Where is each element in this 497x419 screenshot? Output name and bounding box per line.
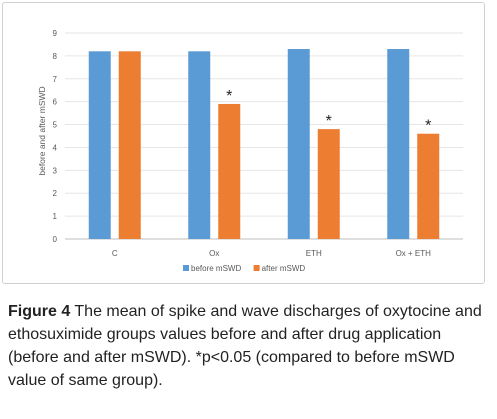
y-tick-label: 4 (53, 143, 58, 152)
legend-label: after mSWD (262, 264, 306, 273)
figure-label: Figure 4 (8, 303, 71, 320)
legend-swatch (253, 265, 260, 271)
significance-star: * (425, 118, 431, 135)
bar-after-3 (417, 133, 440, 239)
bar-before-1 (188, 51, 211, 239)
bar-after-0 (118, 51, 141, 239)
legend-swatch (183, 265, 189, 271)
y-tick-label: 3 (53, 166, 58, 175)
y-tick-label: 6 (53, 98, 58, 107)
legend-label: before mSWD (191, 264, 241, 273)
significance-star: * (226, 88, 232, 105)
y-tick-label: 1 (53, 212, 58, 221)
significance-markers: * * * (226, 88, 431, 135)
y-tick-label: 0 (53, 235, 58, 244)
x-axis-categories: C Ox ETH Ox + ETH (112, 249, 431, 258)
bar-chart: 0 1 2 3 4 5 6 7 8 9 * * * C Ox ETH Ox + ETH before mSW… (37, 29, 463, 273)
bar-after-2 (317, 129, 340, 239)
bar-after-1 (218, 103, 241, 239)
x-category-label: Ox (209, 249, 219, 258)
bar-before-3 (387, 49, 410, 240)
x-category-label: ETH (306, 249, 322, 258)
y-tick-label: 2 (53, 189, 58, 198)
y-tick-label: 5 (53, 121, 58, 130)
caption-text: The mean of spike and wave discharges of… (8, 303, 482, 389)
y-axis-label: before and after mSWD (37, 86, 47, 175)
figure-caption: Figure 4 The mean of spike and wave disc… (8, 300, 492, 392)
y-tick-label: 9 (53, 29, 58, 38)
y-tick-label: 7 (53, 75, 58, 84)
x-category-label: C (112, 249, 118, 258)
bars (88, 49, 440, 240)
x-category-label: Ox + ETH (396, 249, 432, 258)
chart-container: 0 1 2 3 4 5 6 7 8 9 * * * C Ox ETH Ox + ETH before mSW… (2, 2, 485, 284)
bar-before-0 (88, 51, 111, 239)
bar-before-2 (287, 49, 310, 240)
y-tick-label: 8 (53, 52, 58, 61)
significance-star: * (326, 113, 332, 130)
legend: before mSWD after mSWD (183, 264, 305, 273)
y-axis-ticks: 0 1 2 3 4 5 6 7 8 9 (53, 29, 58, 244)
